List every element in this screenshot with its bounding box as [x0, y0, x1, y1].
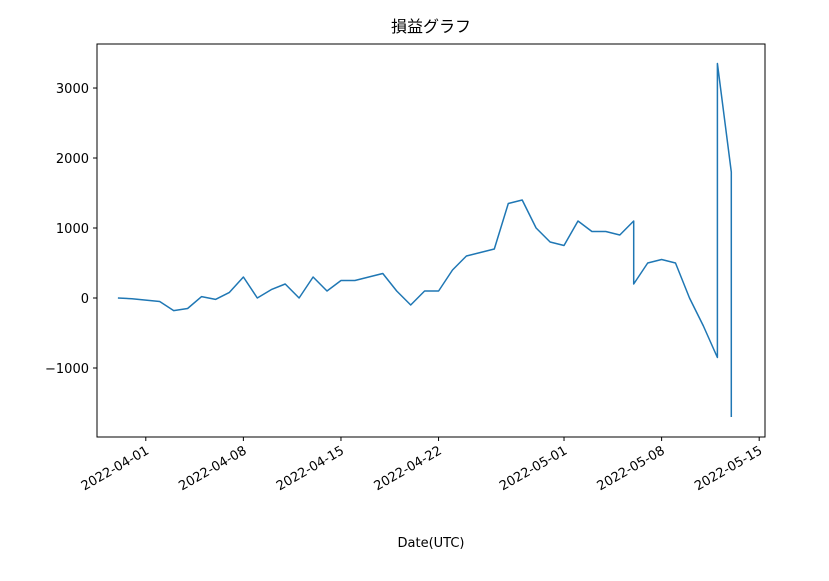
plot-frame — [96, 43, 766, 438]
line-series — [117, 62, 733, 417]
x-tick-label: 2022-04-15 — [274, 443, 347, 494]
x-tick-label: 2022-05-01 — [497, 443, 570, 494]
x-tick-label: 2022-05-08 — [595, 443, 668, 494]
x-tick-label: 2022-04-22 — [372, 443, 445, 494]
x-tick-label: 2022-04-08 — [176, 443, 249, 494]
x-tick-label: 2022-05-15 — [692, 443, 765, 494]
x-axis-label: Date(UTC) — [398, 536, 465, 551]
y-tick-label: 3000 — [56, 82, 89, 97]
chart-title: 損益グラフ — [391, 17, 471, 36]
y-tick-label: 0 — [81, 292, 89, 307]
x-tick-label: 2022-04-01 — [79, 443, 152, 494]
y-tick-label: 1000 — [56, 222, 89, 237]
y-tick-label: 2000 — [56, 152, 89, 167]
y-tick-label: −1000 — [45, 362, 89, 377]
